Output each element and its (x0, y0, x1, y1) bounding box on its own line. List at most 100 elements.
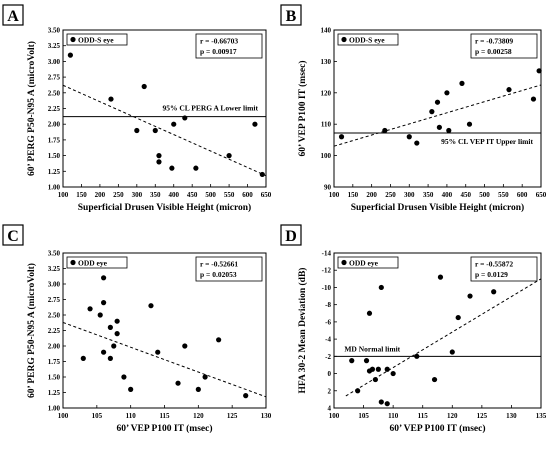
data-point (390, 370, 396, 377)
y-tick-label: 2.50 (48, 89, 61, 97)
data-point (128, 386, 134, 392)
data-point (67, 52, 73, 58)
y-tick-label: 140 (321, 27, 332, 35)
data-point (338, 134, 345, 140)
y-tick-label: 1.25 (48, 389, 61, 397)
data-point (226, 153, 232, 159)
data-point (437, 274, 444, 280)
stat-p: p = 0.02053 (200, 270, 237, 279)
x-tick-label: 650 (536, 191, 547, 199)
data-point (182, 343, 188, 349)
x-tick-label: 500 (205, 191, 216, 199)
data-point (101, 300, 107, 306)
x-tick-label: 120 (447, 412, 458, 420)
data-point (384, 366, 390, 372)
x-tick-label: 300 (132, 191, 143, 199)
y-tick-label: 1.75 (48, 136, 61, 144)
x-tick-label: 400 (168, 191, 179, 199)
x-tick-label: 115 (159, 412, 170, 420)
data-point (363, 358, 370, 364)
y-tick-label: 3.50 (48, 27, 61, 35)
y-tick-label: 1.00 (48, 405, 61, 413)
data-point (446, 127, 452, 134)
data-point (436, 124, 442, 130)
x-tick-label: 115 (418, 412, 429, 420)
y-axis-label: 60’ PERG P50-N95 A (microVolt) (26, 263, 37, 398)
data-point (378, 399, 384, 405)
data-point (491, 289, 497, 295)
stat-r: r = -0.52661 (200, 260, 238, 269)
data-point (536, 68, 542, 74)
data-point (169, 165, 175, 171)
legend-label: ODD eye (349, 259, 379, 268)
legend-box (66, 256, 128, 269)
x-tick-label: 130 (261, 412, 272, 420)
x-tick-label: 250 (113, 191, 124, 199)
y-tick-label: -12 (322, 267, 332, 275)
x-axis-label: Superficial Drusen Visible Height (micro… (351, 202, 524, 213)
stat-r: r = -0.55872 (475, 260, 513, 269)
stats-box (470, 256, 538, 282)
y-tick-label: 3.50 (48, 250, 61, 258)
y-tick-label: 100 (321, 152, 332, 160)
y-tick-label: 3.25 (48, 42, 61, 50)
x-tick-label: 300 (404, 191, 415, 199)
data-point (175, 380, 181, 386)
plot-frame (333, 29, 542, 188)
x-tick-label: 350 (423, 191, 434, 199)
y-tick-label: 130 (321, 58, 332, 66)
y-tick-labels: 4 2 0 -2 -4 -6 -8 -10 -12 -14 (322, 250, 332, 413)
x-tick-label: 500 (479, 191, 490, 199)
data-point (202, 374, 208, 380)
data-point (530, 96, 537, 102)
panel-label: B (286, 8, 297, 25)
data-point (114, 318, 120, 324)
y-tick-label: -10 (322, 284, 332, 292)
x-tick-label: 110 (126, 412, 137, 420)
data-point (107, 324, 113, 330)
y-tick-label: 90 (324, 184, 332, 192)
x-tick-label: 200 (366, 191, 377, 199)
x-tick-label: 350 (150, 191, 161, 199)
x-tick-label: 125 (477, 412, 488, 420)
x-tick-labels: 100 150 200 250 300 350 400 450 500 550 600 650 (329, 191, 547, 199)
y-tick-label: 2.00 (48, 343, 61, 351)
y-tick-label: 2.75 (48, 74, 61, 82)
y-tick-labels: 1.00 1.25 1.50 1.75 2.00 2.25 2.50 2.75 3.00 3.25… (48, 250, 61, 413)
panel-label-box (2, 4, 24, 26)
legend-label: ODD eye (78, 259, 108, 268)
panel-label-box (280, 4, 302, 26)
data-point (101, 349, 107, 355)
data-point (366, 310, 373, 316)
data-point (87, 306, 93, 312)
legend-label: ODD-S eye (78, 36, 114, 45)
panel-label-box (280, 224, 302, 246)
y-tick-label: -4 (325, 336, 331, 344)
y-tick-label: 2.75 (48, 296, 61, 304)
x-tick-labels: 100 105 110 115 120 125 130 (58, 412, 272, 420)
data-point (152, 127, 158, 134)
stats-box (195, 256, 263, 282)
data-point (459, 80, 465, 86)
data-point (355, 388, 361, 394)
x-tick-label: 105 (358, 412, 369, 420)
stat-r: r = -0.73809 (475, 37, 513, 46)
data-point (375, 366, 381, 372)
stat-p: p = 0.0129 (475, 270, 508, 279)
data-point (467, 293, 473, 299)
x-tick-label: 550 (224, 191, 235, 199)
data-point (195, 386, 201, 392)
reference-line-label: 95% CL PERG A Lower limit (163, 104, 259, 113)
y-tick-label: 1.25 (48, 168, 61, 176)
stats-box (470, 33, 538, 59)
plot-area (62, 29, 267, 188)
data-point (108, 96, 114, 102)
y-tick-label: 1.50 (48, 374, 61, 382)
y-axis-label: 60’ VEP P100 IT (msec) (297, 60, 308, 156)
panel-label-box (2, 224, 24, 246)
y-tick-labels: 90 100 110 120 130 140 (321, 27, 332, 192)
data-point (434, 99, 441, 105)
x-tick-label: 110 (388, 412, 399, 420)
x-tick-label: 105 (92, 412, 103, 420)
y-tick-labels: 1.00 1.25 1.50 1.75 2.00 2.25 2.50 2.75 3.00 3.25… (48, 27, 61, 192)
